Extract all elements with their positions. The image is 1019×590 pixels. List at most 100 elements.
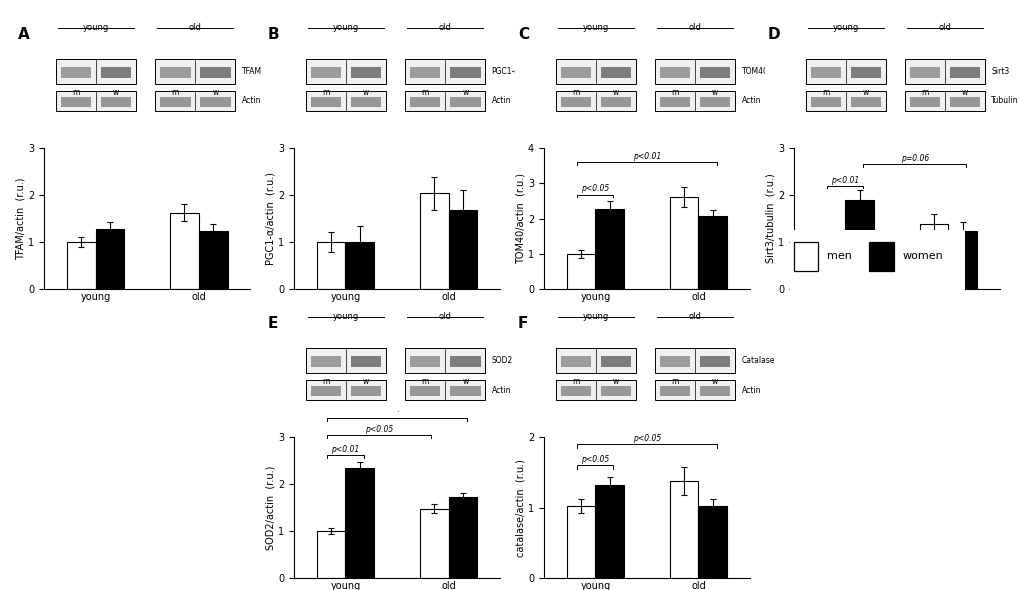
Bar xyxy=(410,386,440,396)
Bar xyxy=(306,91,386,111)
Text: w: w xyxy=(711,88,717,97)
Bar xyxy=(410,97,440,107)
Bar xyxy=(345,468,374,578)
Text: A: A xyxy=(18,27,30,42)
Bar xyxy=(600,356,631,368)
Text: m: m xyxy=(171,88,179,97)
Text: p<0.05: p<0.05 xyxy=(365,425,392,434)
Text: TOM40: TOM40 xyxy=(741,67,767,76)
Bar xyxy=(449,67,480,78)
Y-axis label: Sirt3/tubulin  (r.u.): Sirt3/tubulin (r.u.) xyxy=(764,173,774,263)
Text: m: m xyxy=(421,88,429,97)
Bar xyxy=(699,97,730,107)
Bar xyxy=(200,97,230,107)
Text: m: m xyxy=(671,378,679,386)
Bar xyxy=(449,356,480,368)
Bar xyxy=(918,224,948,289)
Bar xyxy=(449,97,480,107)
Text: m: m xyxy=(322,378,329,386)
Text: young: young xyxy=(832,24,858,32)
Bar xyxy=(805,59,886,84)
Text: old: old xyxy=(189,24,202,32)
Bar xyxy=(654,348,735,373)
Text: Tubulin: Tubulin xyxy=(990,96,1018,106)
Bar xyxy=(316,531,345,578)
Bar xyxy=(160,67,191,78)
Text: p<0.01: p<0.01 xyxy=(830,176,859,185)
Text: w: w xyxy=(363,88,369,97)
Text: m: m xyxy=(821,88,828,97)
Bar xyxy=(850,97,880,107)
Bar xyxy=(699,67,730,78)
Bar xyxy=(410,356,440,368)
Bar xyxy=(668,481,698,578)
Text: women: women xyxy=(902,251,943,261)
Text: old: old xyxy=(688,313,701,322)
Text: old: old xyxy=(438,313,451,322)
Y-axis label: catalase/actin  (r.u.): catalase/actin (r.u.) xyxy=(515,458,525,556)
Bar xyxy=(448,497,477,578)
Bar xyxy=(659,386,690,396)
Bar xyxy=(405,91,485,111)
Text: young: young xyxy=(582,24,608,32)
Text: Actin: Actin xyxy=(491,96,511,106)
Text: young: young xyxy=(83,24,109,32)
Text: m: m xyxy=(920,88,928,97)
Text: B: B xyxy=(268,27,279,42)
Text: Actin: Actin xyxy=(741,385,760,395)
Bar xyxy=(909,97,940,107)
Bar xyxy=(668,196,698,289)
Bar xyxy=(555,380,636,400)
Y-axis label: SOD2/actin  (r.u.): SOD2/actin (r.u.) xyxy=(265,466,275,550)
Text: men: men xyxy=(826,251,851,261)
Bar xyxy=(659,97,690,107)
Text: w: w xyxy=(961,88,967,97)
Text: w: w xyxy=(612,88,619,97)
Bar xyxy=(155,59,235,84)
Text: w: w xyxy=(462,378,468,386)
Text: C: C xyxy=(518,27,529,42)
Text: w: w xyxy=(113,88,119,97)
Bar xyxy=(566,506,595,578)
Y-axis label: TOM40/actin  (r.u.): TOM40/actin (r.u.) xyxy=(515,173,525,264)
Bar xyxy=(555,59,636,84)
Bar xyxy=(699,386,730,396)
Bar xyxy=(61,67,92,78)
Bar xyxy=(904,59,984,84)
Bar xyxy=(311,97,341,107)
Text: old: old xyxy=(688,24,701,32)
Bar xyxy=(600,67,631,78)
Text: m: m xyxy=(322,88,329,97)
Bar xyxy=(560,97,591,107)
Text: E: E xyxy=(268,316,278,331)
Text: Actin: Actin xyxy=(491,385,511,395)
Bar xyxy=(306,59,386,84)
Bar xyxy=(405,348,485,373)
Text: p<0.05: p<0.05 xyxy=(581,455,609,464)
Bar xyxy=(160,97,191,107)
Bar xyxy=(56,91,137,111)
Text: w: w xyxy=(462,88,468,97)
Bar xyxy=(419,193,448,289)
Text: Sirt3: Sirt3 xyxy=(990,67,1009,76)
Bar xyxy=(410,67,440,78)
Bar xyxy=(560,67,591,78)
Bar xyxy=(351,386,381,396)
Bar xyxy=(199,231,227,289)
Bar xyxy=(810,67,841,78)
Text: Actin: Actin xyxy=(242,96,261,106)
Text: TFAM: TFAM xyxy=(242,67,262,76)
Bar xyxy=(659,356,690,368)
Bar xyxy=(61,97,92,107)
Text: m: m xyxy=(572,88,579,97)
Bar xyxy=(56,59,137,84)
Bar xyxy=(311,67,341,78)
Bar xyxy=(405,380,485,400)
Bar xyxy=(351,97,381,107)
Bar xyxy=(306,348,386,373)
Y-axis label: TFAM/actin  (r.u.): TFAM/actin (r.u.) xyxy=(15,177,25,260)
Text: young: young xyxy=(332,24,359,32)
Text: m: m xyxy=(572,378,579,386)
Text: w: w xyxy=(363,378,369,386)
Text: p<0.01: p<0.01 xyxy=(632,152,660,161)
